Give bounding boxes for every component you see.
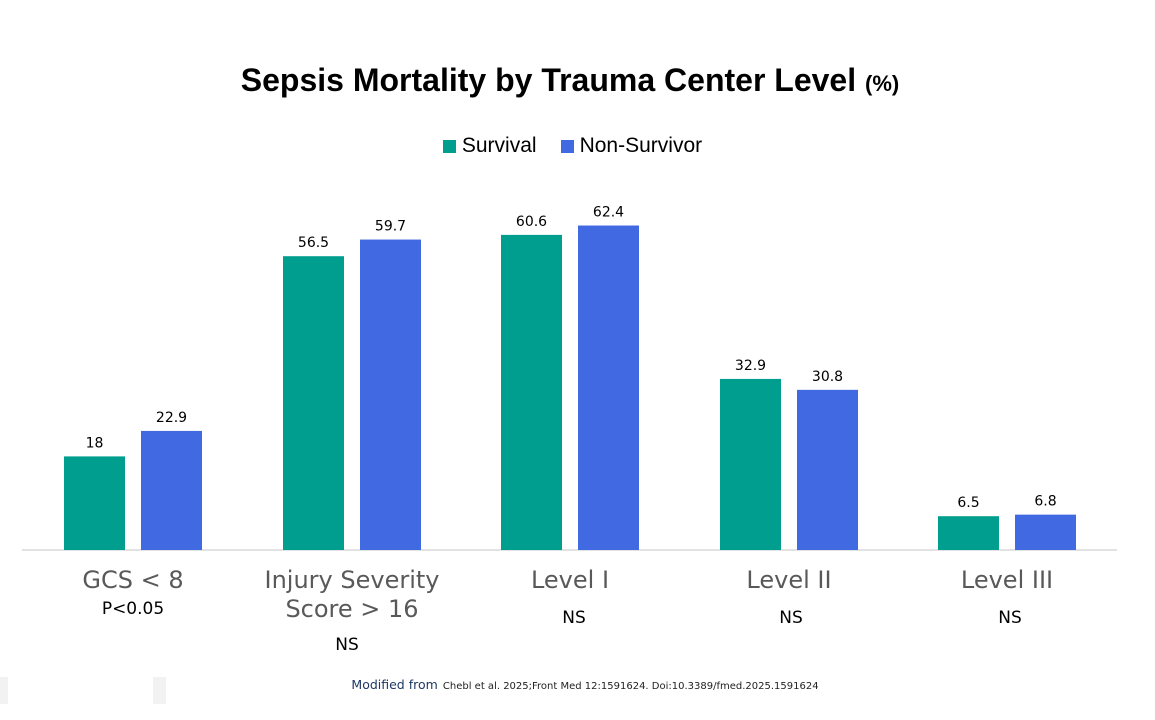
significance-label: NS bbox=[779, 608, 803, 628]
data-label-non-survivor: 62.4 bbox=[593, 205, 624, 221]
category-label: GCS < 8 bbox=[23, 566, 243, 595]
data-label-non-survivor: 22.9 bbox=[156, 410, 187, 426]
edge-mark bbox=[153, 677, 166, 704]
bar-survival bbox=[938, 516, 999, 550]
significance-label: NS bbox=[335, 635, 359, 655]
legend-label-survival: Survival bbox=[461, 134, 537, 157]
bar-survival bbox=[720, 378, 781, 550]
legend-swatch-non-survivor bbox=[560, 139, 574, 153]
data-label-survival: 56.5 bbox=[298, 235, 329, 251]
bar-non-survivor bbox=[141, 430, 202, 550]
source-citation: Chebl et al. 2025;Front Med 12:1591624. … bbox=[442, 681, 819, 692]
bar-survival bbox=[501, 234, 562, 550]
category-label-line: Level II bbox=[746, 566, 832, 594]
chart-title-text: Sepsis Mortality by Trauma Center Level bbox=[240, 62, 857, 98]
category-label: Level II bbox=[679, 566, 899, 595]
category-label-line: GCS < 8 bbox=[82, 566, 184, 594]
legend-item-non-survivor: Non-Survivor bbox=[560, 134, 703, 158]
data-label-survival: 6.5 bbox=[957, 495, 979, 511]
significance-label: P<0.05 bbox=[101, 599, 165, 619]
category-label-line: Level III bbox=[960, 566, 1054, 594]
legend-label-non-survivor: Non-Survivor bbox=[579, 134, 703, 157]
bar-non-survivor bbox=[360, 239, 421, 550]
data-label-survival: 60.6 bbox=[516, 214, 547, 230]
data-label-non-survivor: 30.8 bbox=[812, 369, 843, 385]
bar-non-survivor bbox=[797, 389, 858, 550]
source-note: Modified from Chebl et al. 2025;Front Me… bbox=[0, 674, 1155, 693]
data-label-survival: 18 bbox=[86, 435, 104, 451]
bar-survival bbox=[64, 456, 125, 550]
category-label: Injury Severity Score > 16 bbox=[242, 566, 462, 624]
chart-title-unit: (%) bbox=[865, 71, 900, 96]
data-label-survival: 32.9 bbox=[735, 358, 766, 374]
source-lead: Modified from bbox=[351, 677, 438, 692]
significance-label: NS bbox=[562, 608, 586, 628]
edge-mark bbox=[0, 677, 8, 704]
bar-survival bbox=[283, 256, 344, 550]
chart-legend: Survival Non-Survivor bbox=[0, 134, 1145, 158]
data-label-non-survivor: 59.7 bbox=[375, 219, 406, 235]
legend-item-survival: Survival bbox=[442, 134, 537, 158]
category-label: Level III bbox=[897, 566, 1117, 595]
category-label-line: Injury Severity bbox=[264, 566, 440, 594]
significance-label: NS bbox=[998, 608, 1022, 628]
data-label-non-survivor: 6.8 bbox=[1034, 494, 1056, 510]
chart-title: Sepsis Mortality by Trauma Center Level … bbox=[0, 62, 1140, 99]
category-label: Level I bbox=[460, 566, 680, 595]
bar-non-survivor bbox=[578, 225, 639, 550]
category-label-line: Level I bbox=[530, 566, 610, 594]
legend-swatch-survival bbox=[442, 139, 456, 153]
bar-non-survivor bbox=[1015, 514, 1076, 550]
category-label-line: Score > 16 bbox=[285, 595, 419, 623]
